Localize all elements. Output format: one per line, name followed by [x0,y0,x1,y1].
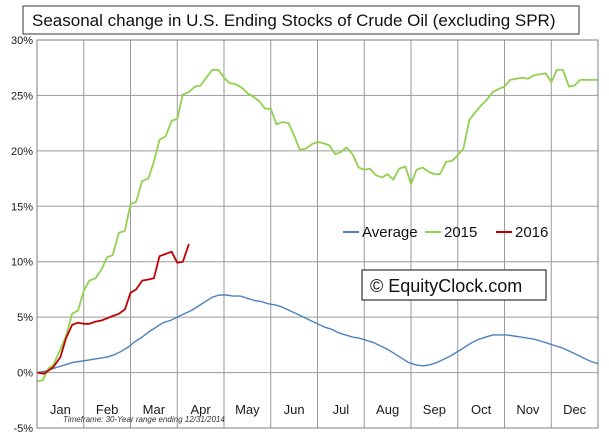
x-tick-label: Feb [96,402,118,417]
x-tick-label: Jul [333,402,350,417]
y-tick-label: 20% [11,146,33,158]
y-tick-label: 10% [11,257,33,269]
legend: Average 2015 2016 [343,224,548,241]
y-tick-label: 0% [17,368,33,380]
title-box [22,5,580,35]
x-tick-label: Sep [423,402,446,417]
watermark: © EquityClock.com [370,276,522,296]
watermark-box [361,269,547,301]
x-tick-label: Jan [50,402,71,417]
gridlines [37,39,598,429]
x-tick-label: Jun [284,402,305,417]
x-tick-label: Nov [516,402,540,417]
y-axis-ticks: 30% 25% 20% 15% 10% 5% 0% -5% [11,35,33,435]
x-tick-label: Oct [471,402,492,417]
footnote: Timeframe: 30-Year range ending 12/31/20… [63,415,225,424]
legend-label: 2015 [444,224,477,241]
y-tick-label: 30% [11,35,33,47]
series-line-average [36,294,599,374]
y-tick-label: 5% [17,312,33,324]
plot-border [36,39,599,429]
y-tick-label: -5% [13,423,33,435]
series-line-2015 [36,69,598,383]
legend-label: 2016 [515,224,548,241]
series-lines [36,69,599,383]
x-tick-label: Mar [143,402,166,417]
legend-label: Average [362,224,418,241]
series-line-2016 [36,243,190,375]
chart-title: Seasonal change in U.S. Ending Stocks of… [32,11,556,30]
x-tick-label: Dec [563,402,587,417]
x-tick-label: Aug [376,402,399,417]
x-tick-label: May [235,402,260,417]
y-tick-label: 15% [11,201,33,213]
x-tick-label: Apr [191,402,212,417]
x-axis-ticks: Jan Feb Mar Apr May Jun Jul Aug Sep Oct Nov Dec [50,402,587,417]
y-tick-label: 25% [11,90,33,102]
